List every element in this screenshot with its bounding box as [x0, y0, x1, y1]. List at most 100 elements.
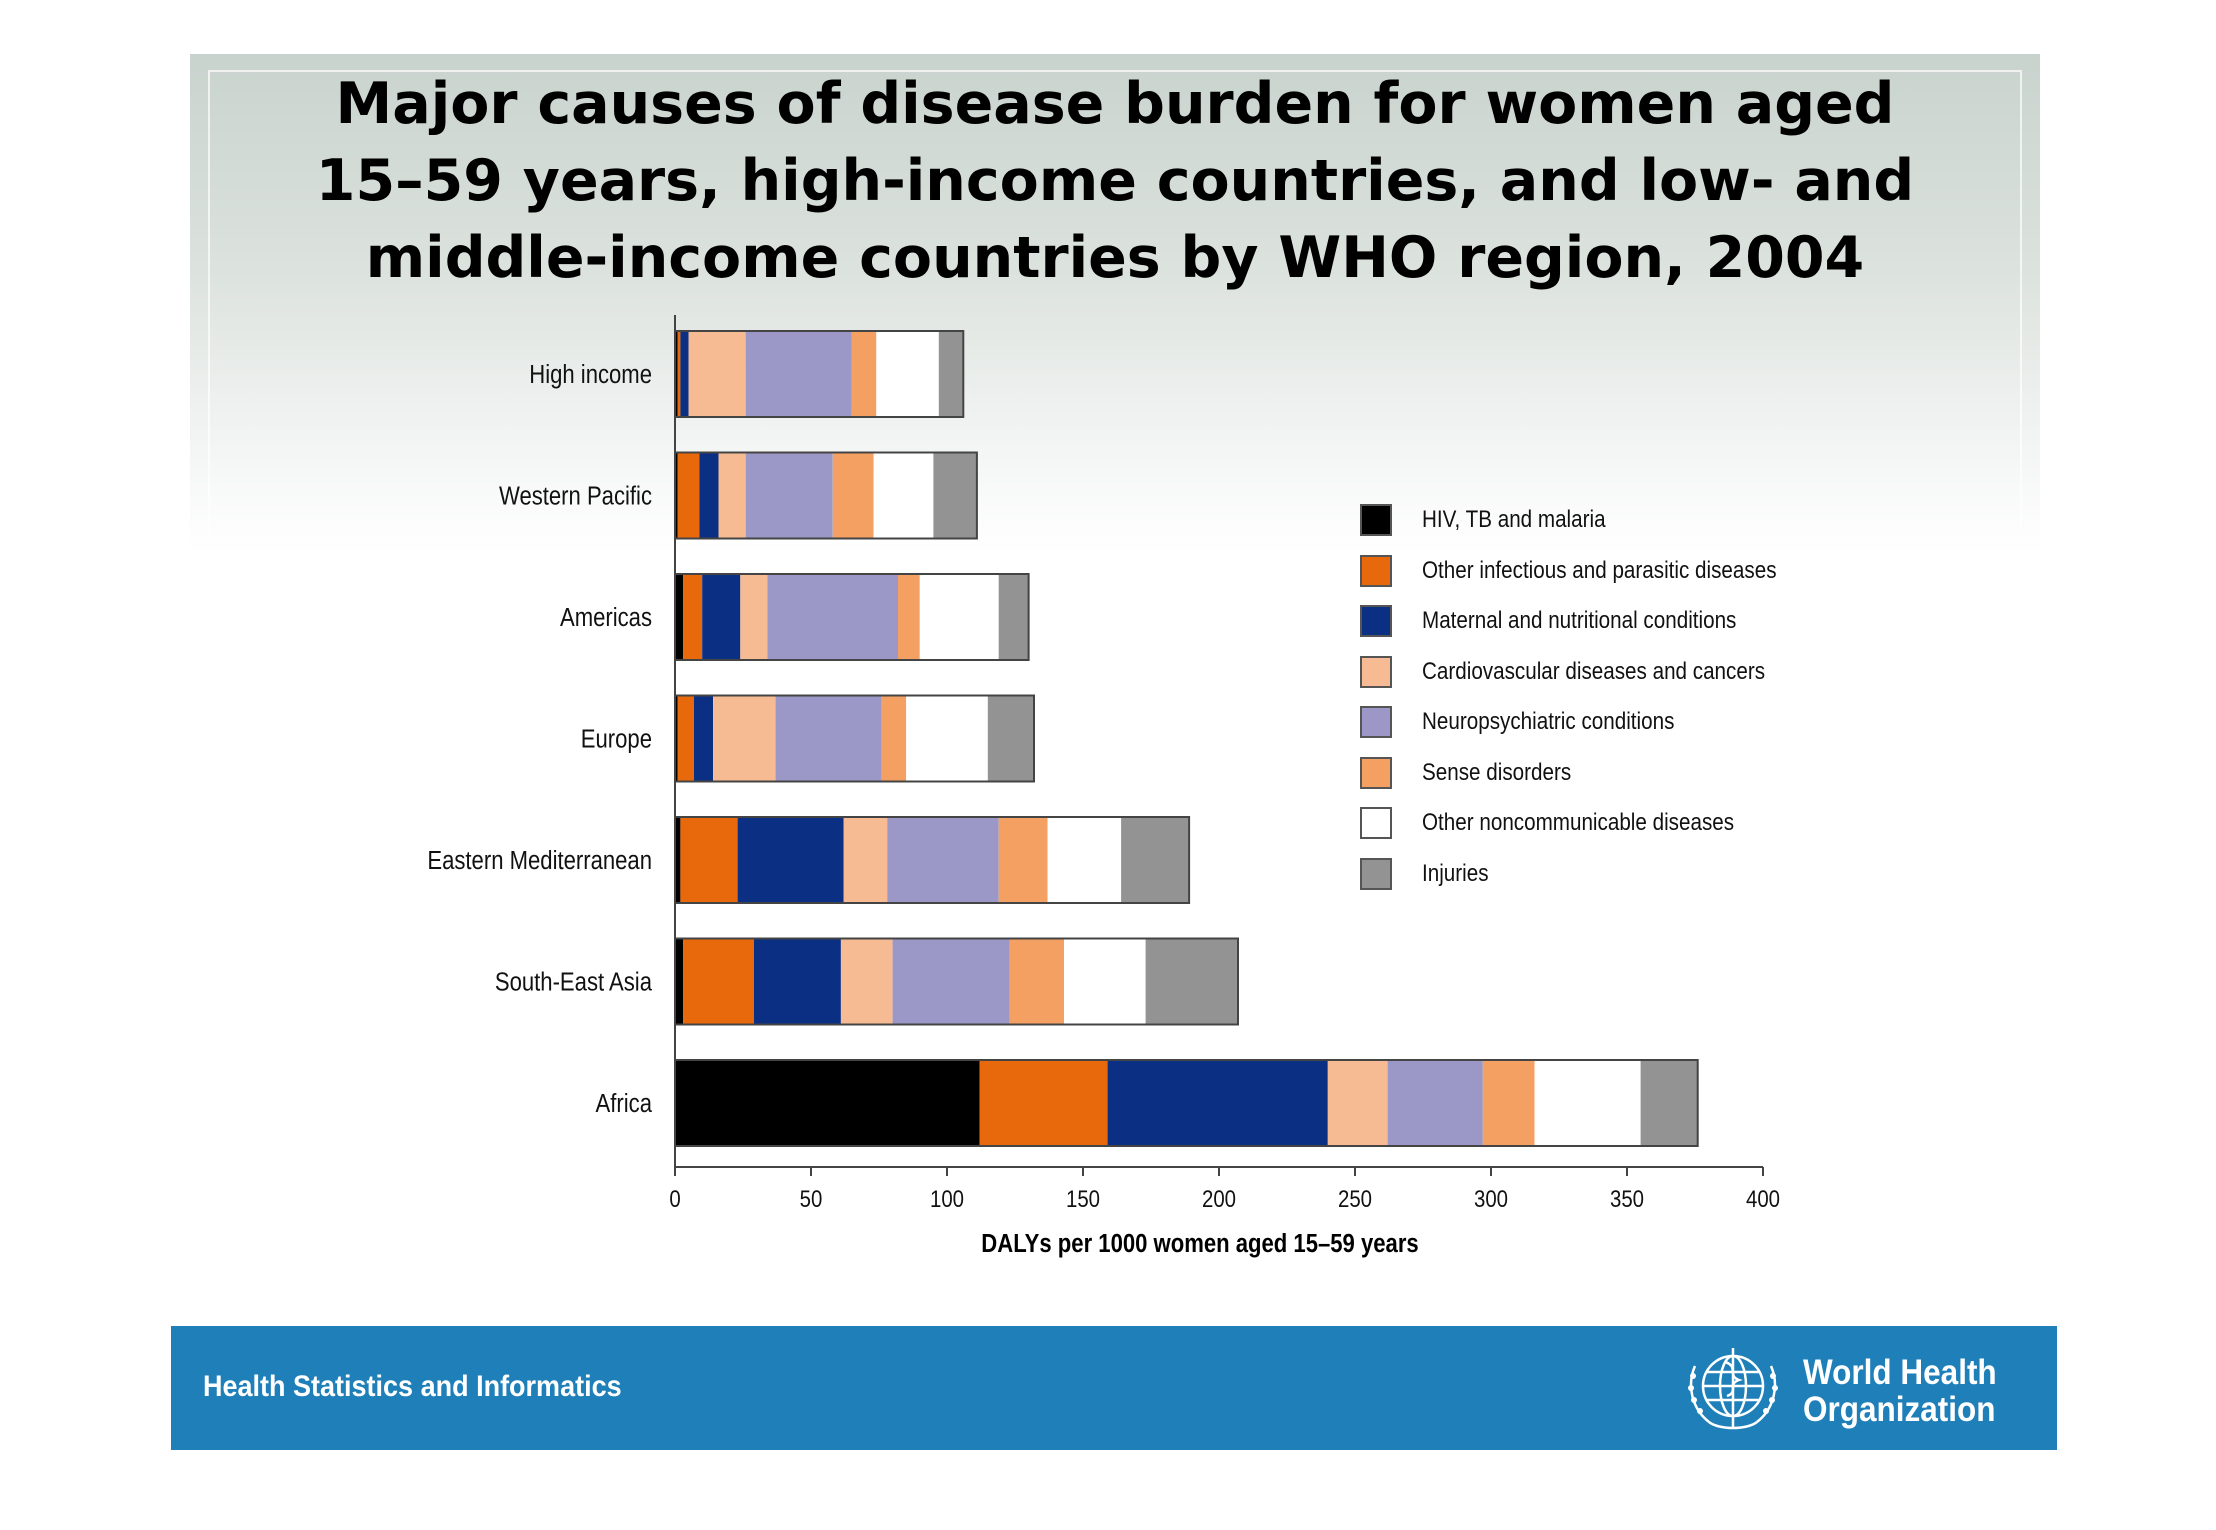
- bar-segment: [683, 574, 703, 660]
- bar-segment: [675, 452, 678, 539]
- legend-item-sense-disorders: Sense disorders: [1360, 748, 1834, 799]
- bar-segment: [677, 331, 681, 417]
- bar-segment: [843, 817, 888, 903]
- title-line-1: Major causes of disease burden for women…: [335, 71, 1895, 137]
- category-label: South-East Asia: [495, 968, 653, 997]
- category-label: Africa: [596, 1089, 653, 1118]
- bar-segment: [1009, 938, 1064, 1025]
- category-label: Europe: [581, 725, 652, 754]
- legend-swatch: [1360, 706, 1392, 739]
- legend-label: Other noncommunicable diseases: [1422, 809, 1735, 837]
- legend-item-neuropsychiatric: Neuropsychiatric conditions: [1360, 697, 1834, 748]
- category-label: Americas: [560, 603, 652, 632]
- legend-swatch: [1360, 655, 1392, 688]
- legend-label: Maternal and nutritional conditions: [1422, 607, 1737, 635]
- who-name-line-1: World Health: [1803, 1353, 1997, 1392]
- bar-segment: [998, 817, 1048, 903]
- bar-segment: [680, 817, 738, 903]
- bar-segment: [1107, 1060, 1328, 1146]
- bar-segment: [702, 574, 741, 660]
- bar-segment: [1327, 1060, 1388, 1146]
- bar-segment: [694, 695, 713, 782]
- bar-segment: [1640, 1060, 1698, 1146]
- title-line-3: middle-income countries by WHO region, 2…: [365, 225, 1865, 291]
- x-tick-label: 50: [800, 1185, 823, 1212]
- bar-segment: [675, 695, 678, 782]
- bar-segment: [675, 331, 678, 417]
- footer-band: Health Statistics and Informatics World …: [171, 1326, 2057, 1450]
- x-axis: 0 50 100 150 200 250 300 350 400: [669, 315, 1780, 1212]
- bar-segment: [876, 331, 939, 417]
- bar-segment: [775, 695, 882, 782]
- bar-segment: [688, 331, 746, 417]
- chart-legend: HIV, TB and malaria Other infectious and…: [1360, 495, 1834, 899]
- bar-segment: [675, 574, 684, 660]
- legend-item-other-noncommunicable: Other noncommunicable diseases: [1360, 798, 1834, 849]
- bar-segment: [740, 574, 768, 660]
- legend-label: Cardiovascular diseases and cancers: [1422, 657, 1766, 685]
- legend-label: Sense disorders: [1422, 758, 1572, 786]
- bar-segment: [919, 574, 999, 660]
- bar-segment: [675, 1060, 980, 1146]
- legend-swatch: [1360, 807, 1392, 840]
- bar-group: [674, 330, 1699, 1147]
- bar-segment: [1534, 1060, 1641, 1146]
- who-organization-name: World Health Organization: [1803, 1354, 1997, 1428]
- legend-swatch: [1360, 605, 1392, 638]
- bar-segment: [680, 331, 689, 417]
- bar-segment: [675, 817, 681, 903]
- bar-segment: [1047, 817, 1121, 903]
- bar-segment: [906, 695, 988, 782]
- legend-swatch: [1360, 504, 1392, 537]
- bar-segment: [677, 695, 694, 782]
- stacked-bar-chart: High income Western Pacific Americas Europe…: [427, 315, 1780, 1258]
- bar-segment: [699, 452, 719, 539]
- bar-segment: [881, 695, 907, 782]
- bar-segment: [1387, 1060, 1483, 1146]
- bar-segment: [873, 452, 934, 539]
- x-tick-label: 250: [1338, 1185, 1372, 1212]
- legend-label: Other infectious and parasitic diseases: [1422, 556, 1777, 584]
- bar-segment: [677, 452, 700, 539]
- bar-segment: [683, 938, 754, 1025]
- bar-segment: [1064, 938, 1146, 1025]
- legend-swatch: [1360, 756, 1392, 789]
- x-tick-label: 150: [1066, 1185, 1100, 1212]
- bar-segment: [832, 452, 874, 539]
- bar-segment: [1121, 817, 1190, 903]
- legend-swatch: [1360, 554, 1392, 587]
- bar-segment: [887, 817, 999, 903]
- legend-item-cardiovascular-cancers: Cardiovascular diseases and cancers: [1360, 647, 1834, 698]
- bar-segment: [1482, 1060, 1535, 1146]
- legend-item-hiv-tb-malaria: HIV, TB and malaria: [1360, 495, 1834, 546]
- bar-segment: [840, 938, 893, 1025]
- x-tick-label: 200: [1202, 1185, 1236, 1212]
- footer-department-name: Health Statistics and Informatics: [203, 1370, 622, 1403]
- x-tick-label: 100: [930, 1185, 964, 1212]
- legend-swatch: [1360, 857, 1392, 890]
- bar-segment: [933, 452, 977, 539]
- bar-segment: [718, 452, 746, 539]
- bar-segment: [979, 1060, 1108, 1146]
- bar-segment: [745, 452, 833, 539]
- bar-segment: [898, 574, 920, 660]
- bar-segment: [675, 938, 684, 1025]
- legend-label: Neuropsychiatric conditions: [1422, 708, 1675, 736]
- bar-segment: [737, 817, 844, 903]
- bar-segment: [713, 695, 776, 782]
- category-labels: High income Western Pacific Americas Europe…: [427, 360, 652, 1118]
- bar-segment: [892, 938, 1010, 1025]
- bar-segment: [1145, 938, 1239, 1025]
- x-tick-label: 300: [1474, 1185, 1508, 1212]
- page-title: Major causes of disease burden for women…: [190, 66, 2040, 297]
- bar-segment: [987, 695, 1034, 782]
- x-tick-label: 0: [669, 1185, 680, 1212]
- bar-segment: [938, 331, 964, 417]
- title-line-2: 15–59 years, high-income countries, and …: [315, 148, 1915, 214]
- bar-segment: [998, 574, 1029, 660]
- category-label: Western Pacific: [499, 482, 652, 511]
- category-label: Eastern Mediterranean: [427, 846, 652, 875]
- legend-label: HIV, TB and malaria: [1422, 506, 1606, 534]
- bar-segment: [767, 574, 899, 660]
- legend-item-injuries: Injuries: [1360, 849, 1834, 900]
